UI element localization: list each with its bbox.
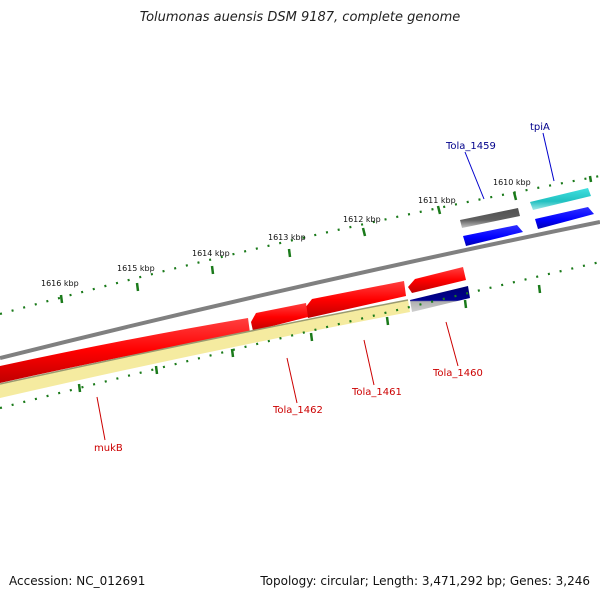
gene-Tola_1461 bbox=[305, 281, 406, 318]
kbp-label: 1612 kbp bbox=[343, 215, 381, 224]
kbp-label: 1611 kbp bbox=[418, 196, 456, 205]
gene-label-Tola_1462: Tola_1462 bbox=[272, 405, 323, 416]
gene-mukB bbox=[0, 318, 250, 383]
gene-label-Tola_1460: Tola_1460 bbox=[432, 368, 483, 379]
gene-tpiA-upper bbox=[530, 188, 591, 210]
genome-backbone bbox=[0, 220, 600, 360]
gene-Tola_1462 bbox=[251, 303, 308, 331]
label-leaders bbox=[96, 132, 555, 441]
major-ticks bbox=[59, 175, 593, 393]
kbp-label: 1615 kbp bbox=[117, 264, 155, 273]
topology-text: Topology: circular; Length: 3,471,292 bp… bbox=[260, 574, 590, 588]
kbp-label: 1613 kbp bbox=[268, 233, 306, 242]
diagram-title: Tolumonas auensis DSM 9187, complete gen… bbox=[139, 10, 461, 25]
gene-label-Tola_1461: Tola_1461 bbox=[351, 387, 402, 398]
accession-text: Accession: NC_012691 bbox=[9, 574, 146, 588]
kbp-label: 1616 kbp bbox=[41, 279, 79, 288]
outer-tick-track bbox=[0, 174, 600, 316]
gene-tpiA-lower bbox=[535, 207, 594, 229]
kbp-label: 1614 kbp bbox=[192, 249, 230, 258]
gene-Tola_1459-lower bbox=[463, 225, 523, 246]
gene-Tola_1459-upper bbox=[460, 208, 520, 228]
gene-label-Tola_1459: Tola_1459 bbox=[445, 141, 496, 152]
feature-band-edge bbox=[0, 299, 409, 385]
gene-label-mukB: mukB bbox=[94, 443, 123, 454]
feature-band bbox=[0, 300, 410, 398]
kbp-label-group: 1610 kbp 1611 kbp 1612 kbp 1613 kbp 1614… bbox=[41, 178, 531, 288]
kbp-label: 1610 kbp bbox=[493, 178, 531, 187]
gene-Tola_1460-lower bbox=[410, 286, 470, 312]
gene-label-tpiA: tpiA bbox=[530, 122, 550, 133]
gene-Tola_1460 bbox=[408, 267, 466, 293]
